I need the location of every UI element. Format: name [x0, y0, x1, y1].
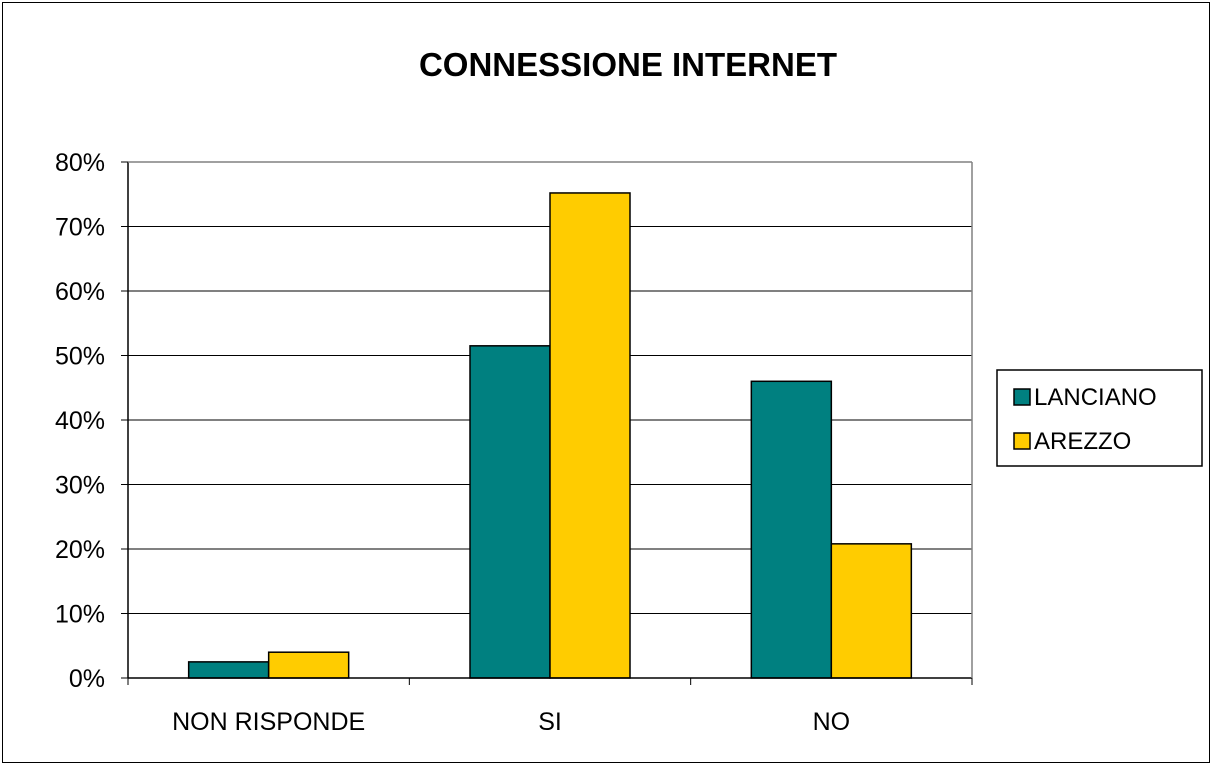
legend-swatch-lanciano — [1013, 388, 1031, 406]
bar-arezzo — [549, 192, 631, 679]
y-tick-label: 20% — [55, 536, 105, 564]
legend: LANCIANO AREZZO — [996, 369, 1203, 467]
y-tick-label: 50% — [55, 343, 105, 371]
y-tick-label: 10% — [55, 601, 105, 629]
legend-swatch-arezzo — [1013, 432, 1031, 450]
bar-lanciano — [750, 380, 833, 679]
bars — [187, 192, 913, 679]
legend-box — [996, 369, 1203, 467]
legend-label-lanciano: LANCIANO — [1034, 384, 1157, 411]
bar-lanciano — [469, 345, 551, 679]
y-tick-label: 30% — [55, 472, 105, 500]
x-tick-label: SI — [538, 708, 562, 736]
y-tick-label: 40% — [55, 407, 105, 435]
x-tick-label: NON RISPONDE — [172, 708, 365, 736]
chart-title: CONNESSIONE INTERNET — [419, 46, 837, 83]
y-tick-label: 60% — [55, 278, 105, 306]
bar-arezzo — [830, 543, 913, 679]
y-tick-label: 80% — [55, 149, 105, 177]
y-tick-label: 70% — [55, 214, 105, 242]
x-tick-label: NO — [813, 708, 851, 736]
bar-lanciano — [187, 661, 270, 679]
bar-arezzo — [267, 651, 350, 679]
axes — [127, 161, 973, 685]
x-axis-tick-labels: NON RISPONDE SI NO — [172, 708, 850, 736]
y-tick-label: 0% — [69, 665, 105, 693]
y-axis-tick-labels: 0% 10% 20% 30% 40% 50% 60% 70% 80% — [55, 149, 105, 693]
legend-label-arezzo: AREZZO — [1034, 428, 1131, 455]
